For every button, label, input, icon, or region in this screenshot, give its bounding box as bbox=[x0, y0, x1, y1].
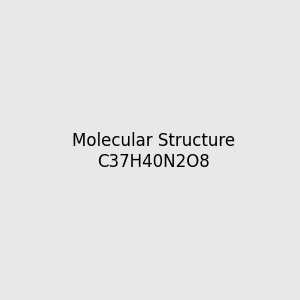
Text: Molecular Structure
C37H40N2O8: Molecular Structure C37H40N2O8 bbox=[72, 132, 235, 171]
